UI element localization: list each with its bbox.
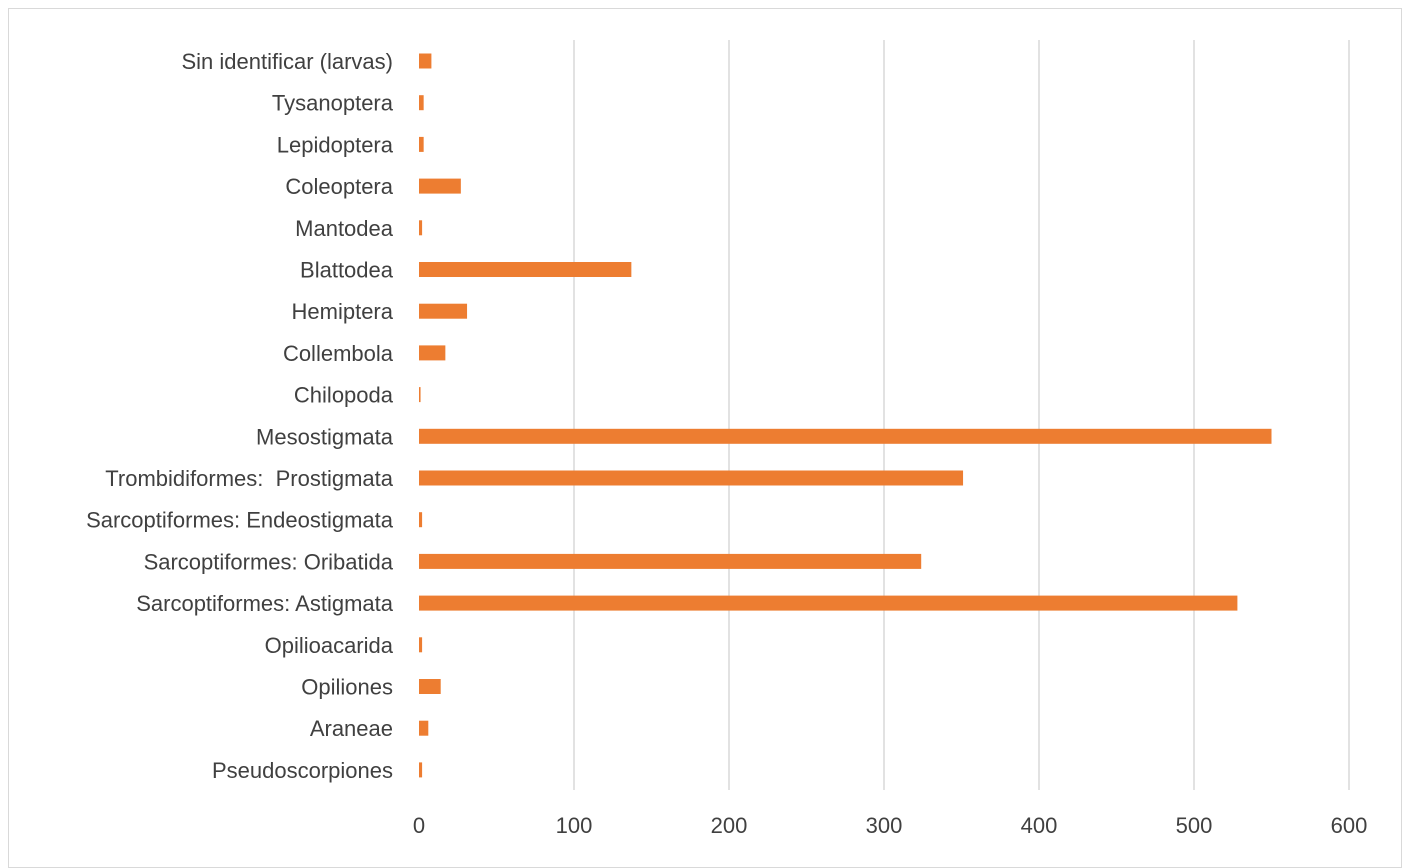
bar	[419, 470, 964, 486]
category-label: Trombidiformes: Prostigmata	[105, 466, 393, 491]
category-label: Opilioacarida	[265, 633, 394, 658]
category-label: Chilopoda	[294, 383, 394, 408]
x-tick-label: 600	[1331, 813, 1368, 838]
category-label: Collembola	[283, 341, 394, 366]
category-labels: Sin identificar (larvas) Tysanoptera Lepid…	[86, 49, 394, 783]
bar	[419, 387, 421, 403]
x-tick-label: 0	[413, 813, 425, 838]
bar	[419, 178, 461, 194]
x-tick-label: 500	[1176, 813, 1213, 838]
bar	[419, 595, 1238, 611]
category-label: Lepidoptera	[277, 132, 394, 157]
category-label: Pseudoscorpiones	[212, 758, 393, 783]
category-label: Blattodea	[300, 258, 394, 283]
category-label: Opiliones	[301, 675, 393, 700]
category-label: Hemiptera	[292, 299, 394, 324]
bar	[419, 720, 429, 736]
category-label: Tysanoptera	[272, 91, 394, 116]
category-label: Araneae	[310, 716, 393, 741]
bar	[419, 262, 632, 277]
x-tick-label: 200	[711, 813, 748, 838]
category-label: Sarcoptiformes: Astigmata	[136, 591, 394, 616]
bar	[419, 53, 432, 69]
category-label: Mantodea	[295, 216, 394, 241]
gridlines	[573, 40, 1350, 790]
bar	[419, 512, 423, 528]
x-tick-label: 300	[866, 813, 903, 838]
x-tick-labels: 0 100 200 300 400 500 600	[413, 813, 1367, 838]
bars	[419, 53, 1272, 778]
bar	[419, 553, 922, 569]
bar	[419, 95, 424, 111]
bar	[419, 428, 1272, 444]
bar	[419, 303, 468, 319]
x-tick-label: 400	[1021, 813, 1058, 838]
category-label: Sin identificar (larvas)	[181, 49, 393, 74]
bar	[419, 637, 423, 653]
category-label: Coleoptera	[285, 174, 393, 199]
category-label: Sarcoptiformes: Endeostigmata	[86, 508, 394, 533]
bar	[419, 679, 441, 694]
category-label: Sarcoptiformes: Oribatida	[144, 549, 394, 574]
category-label: Mesostigmata	[256, 424, 394, 449]
bar	[419, 762, 423, 778]
x-tick-label: 100	[556, 813, 593, 838]
bar	[419, 345, 446, 361]
bar	[419, 136, 424, 152]
bar	[419, 220, 423, 236]
